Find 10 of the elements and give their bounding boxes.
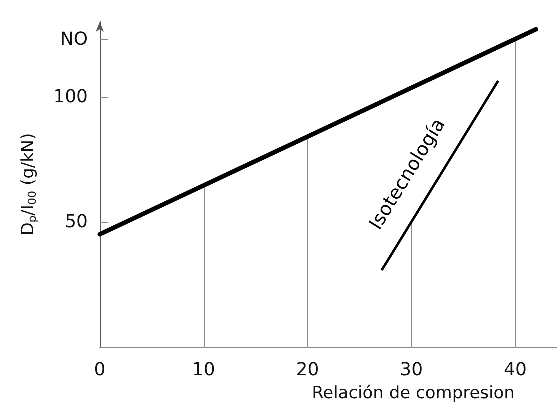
y-tick-label: 50 — [65, 212, 88, 232]
y-axis-title: Dp/I00 (g/kN) — [18, 133, 39, 236]
y-tick-label: NO — [60, 29, 88, 50]
x-tick-label: 0 — [94, 360, 106, 380]
y-tick-label: 100 — [54, 86, 88, 108]
x-tick-label: 20 — [296, 360, 320, 380]
x-tick-label: 10 — [192, 360, 216, 380]
x-axis-title: Relación de compresion — [312, 384, 515, 404]
x-tick-label: 30 — [400, 360, 424, 380]
x-tick-label: 40 — [504, 360, 527, 380]
